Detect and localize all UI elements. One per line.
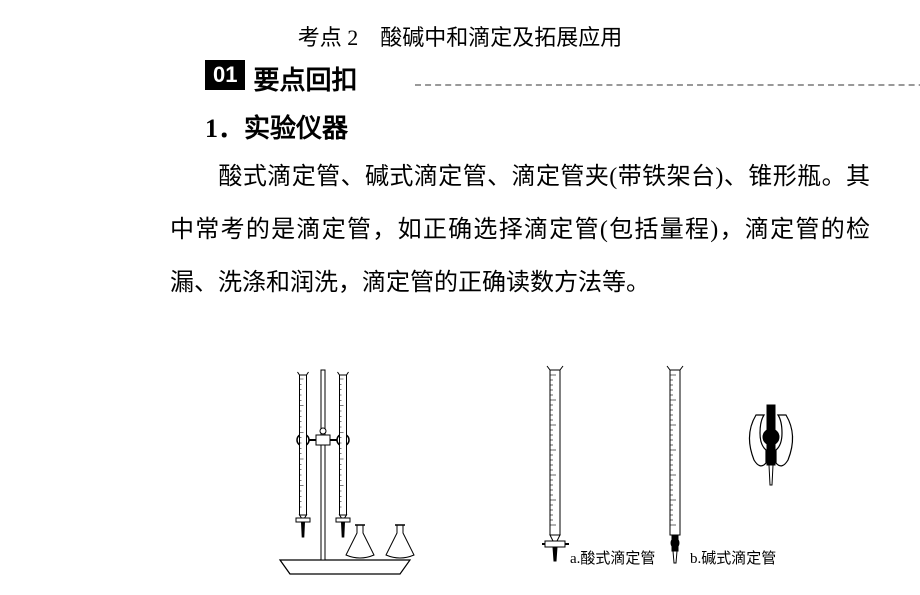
caption-acid: a.酸式滴定管 — [570, 547, 655, 568]
banner-label: 要点回扣 — [253, 60, 357, 97]
page-title: 考点 2 酸碱中和滴定及拓展应用 — [0, 20, 920, 52]
caption-base: b.碱式滴定管 — [690, 547, 776, 568]
apparatus-svg — [265, 365, 825, 575]
acid-burette — [542, 366, 569, 561]
base-burette — [667, 366, 683, 563]
figure-area: a.酸式滴定管 b.碱式滴定管 — [265, 365, 825, 595]
paragraph-text: 酸式滴定管、碱式滴定管、滴定管夹(带铁架台)、锥形瓶。其中常考的是滴定管，如正确… — [170, 164, 870, 296]
heading-1: 1．实验仪器 — [205, 108, 920, 145]
banner-underline — [415, 82, 920, 86]
titration-stand — [280, 370, 414, 574]
banner-number: 01 — [205, 60, 245, 90]
pinch-clamp-detail — [749, 405, 792, 485]
section-banner: 01 要点回扣 — [205, 60, 920, 96]
paragraph-1: 酸式滴定管、碱式滴定管、滴定管夹(带铁架台)、锥形瓶。其中常考的是滴定管，如正确… — [170, 151, 870, 309]
